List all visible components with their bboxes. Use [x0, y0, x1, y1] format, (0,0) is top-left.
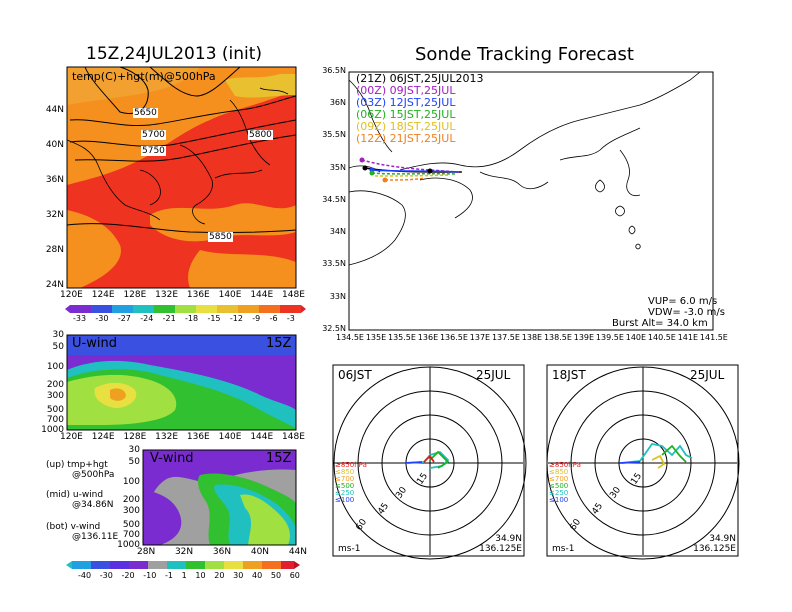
hodo-right-coords: 34.9N 136.125E [693, 534, 736, 554]
bottom-colorbar [66, 561, 300, 569]
top-colorbar [65, 305, 306, 313]
vwind-section [142, 449, 297, 546]
track-12z [384, 177, 426, 181]
hodo-left-time: 06JST [338, 368, 372, 382]
run-legend-item: (06Z) 15JST,25JUL [356, 108, 456, 121]
top-map-lat-ticks: 44N 40N 36N 32N 28N 24N [45, 105, 64, 290]
run-legend-item: (03Z) 12JST,25JUL [356, 96, 456, 109]
hodo-right-levels: ≥850hPa ≤850 ≤700 ≤500 ≤250 ≤100 [549, 461, 581, 504]
track-06z [371, 172, 456, 175]
run-legend: (21Z) 06JST,25JUL2013 (00Z) 09JST,25JUL … [356, 73, 483, 145]
hodo-right-time: 18JST [552, 368, 586, 382]
run-legend-item: (00Z) 09JST,25JUL [356, 84, 456, 97]
contour-label: 5800 [248, 130, 273, 140]
hodo-right-date: 25JUL [690, 368, 725, 382]
hodo-left-unit: ms-1 [338, 544, 361, 554]
uwind-lon-ticks: 120E 124E 128E 132E 136E 140E 144E 148E [60, 432, 305, 442]
contour-label: 5700 [141, 130, 166, 140]
track-info: VUP= 6.0 m/s VDW= -3.0 m/s Burst Alt= 34… [612, 296, 725, 329]
track-03z [371, 169, 459, 173]
legend-note: (bot) v-wind @136.11E [46, 522, 119, 542]
vwind-time: 15Z [266, 451, 292, 466]
vwind-lat-ticks: 28N 32N 36N 40N 44N [137, 547, 307, 557]
run-legend-item: (09Z) 18JST,25JUL [356, 120, 456, 133]
uwind-section [66, 334, 297, 431]
hodo-right-unit: ms-1 [552, 544, 575, 554]
top-map-lon-ticks: 120E 124E 128E 132E 136E 140E 144E 148E [60, 290, 305, 300]
hodograph-left [332, 364, 527, 560]
uwind-time: 15Z [266, 336, 292, 351]
hodograph-right [546, 364, 740, 560]
right-title: Sonde Tracking Forecast [415, 44, 634, 65]
contour-label: 5850 [208, 232, 233, 242]
run-legend-item: (21Z) 06JST,25JUL2013 [356, 72, 484, 85]
contour-label: 5650 [133, 108, 158, 118]
map-variable-label: temp(C)+hgt(m)@500hPa [72, 70, 216, 83]
track-09z [374, 174, 451, 177]
top-colorbar-labels: -33 -30 -27 -24 -21 -18 -15 -12 -9 -6 -3 [73, 314, 295, 323]
uwind-title: U-wind [72, 336, 117, 351]
vwind-title: V-wind [150, 451, 194, 466]
legend-note: (up) tmp+hgt @500hPa [46, 460, 115, 480]
hodo-left-levels: ≥850hPa ≤850 ≤700 ≤500 ≤250 ≤100 [335, 461, 367, 504]
temperature-map [66, 66, 297, 289]
legend-note: (mid) u-wind @34.86N [46, 490, 114, 510]
hodo-left-date: 25JUL [476, 368, 511, 382]
track-00z [361, 159, 463, 173]
hodo-left-coords: 34.9N 136.125E [479, 534, 522, 554]
left-title: 15Z,24JUL2013 (init) [86, 44, 263, 64]
track-lon-ticks: 134.5E 135E 135.5E 136E 136.5E 137E 137.5E 138E… [336, 333, 728, 342]
run-legend-item: (12Z) 21JST,25JUL [356, 132, 456, 145]
bottom-colorbar-labels: -40 -30 -20 -10 -1 1 10 20 30 40 50 60 [78, 571, 300, 580]
contour-label: 5750 [141, 146, 166, 156]
track-map [348, 71, 714, 331]
